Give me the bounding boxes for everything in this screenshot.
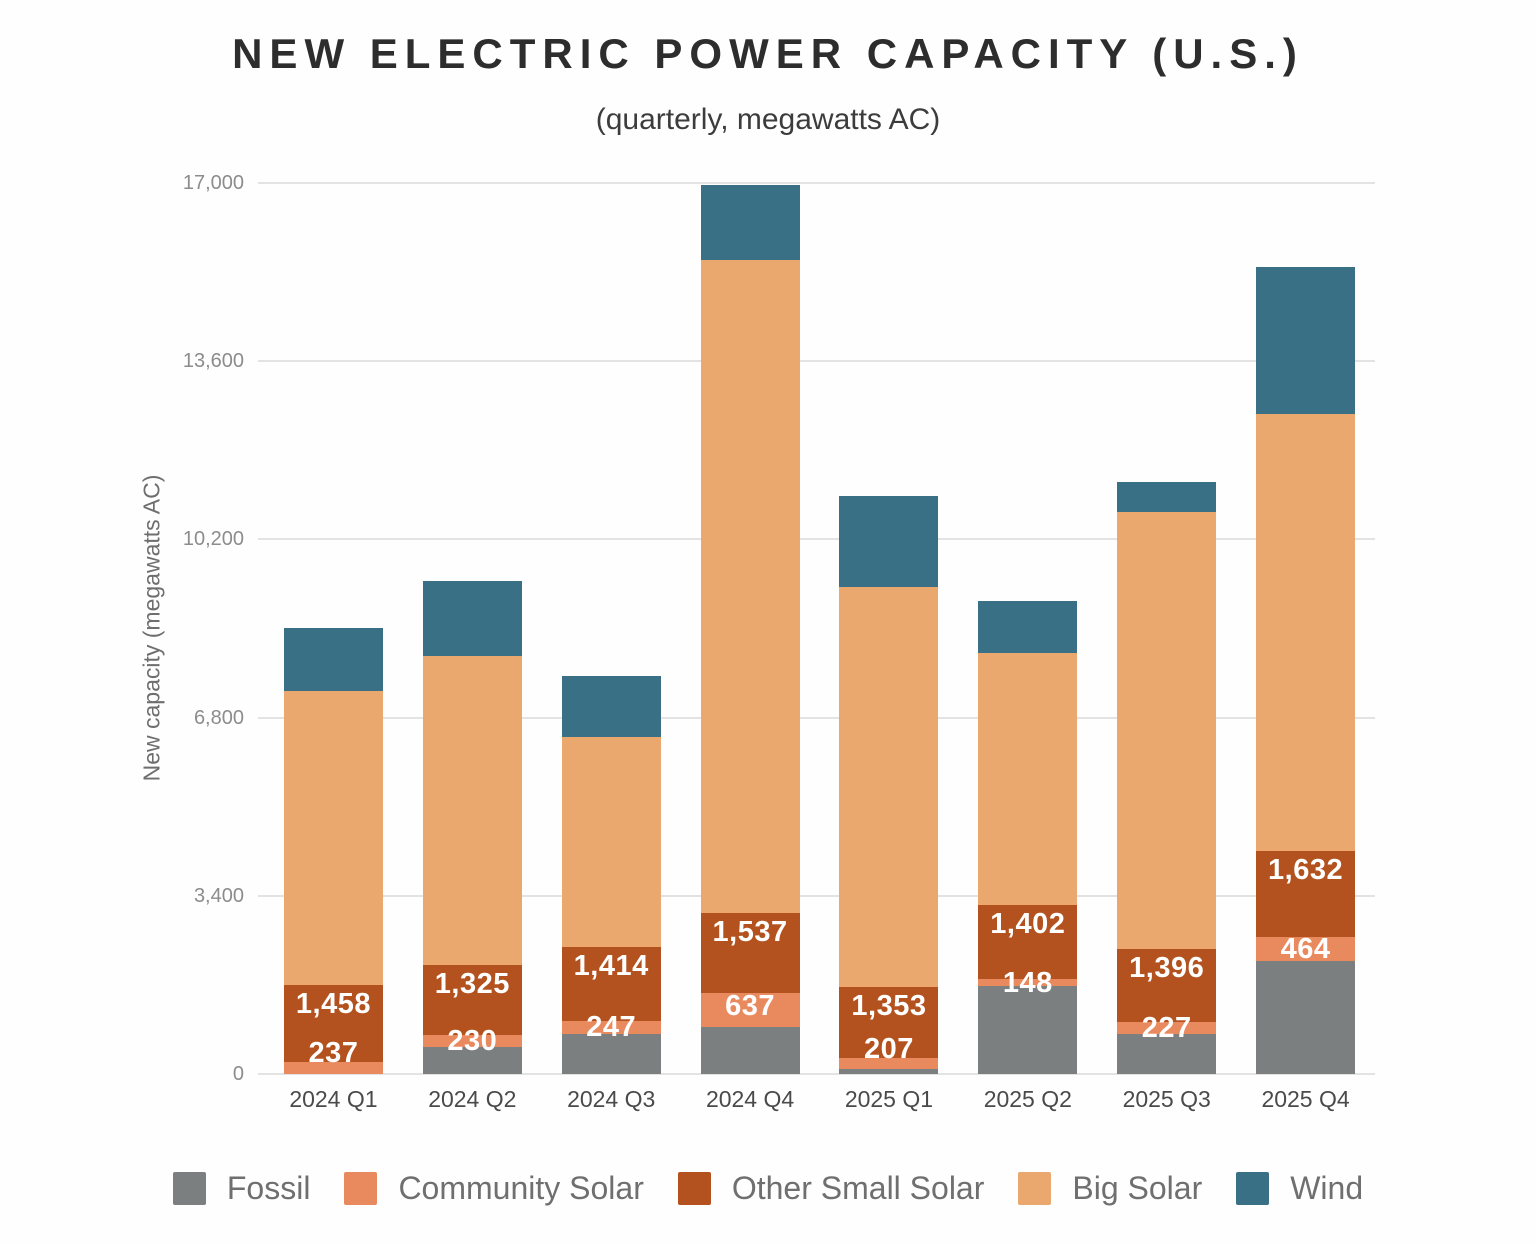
bar-segment-community-solar [1256,936,1356,962]
x-tick-label: 2024 Q1 [289,1086,378,1112]
chart-title: NEW ELECTRIC POWER CAPACITY (U.S.) [232,30,1304,77]
value-label-community-solar: 148 [1002,966,1053,999]
gridline [258,1073,1375,1075]
bar-segment-community-solar [1117,1021,1217,1034]
legend-item-big-solar: Big Solar [1018,1170,1202,1207]
value-label-other-small-solar: 1,537 [712,915,788,948]
x-tick-label: 2024 Q4 [705,1086,795,1112]
bar-segment-wind [1256,266,1356,415]
value-label-community-solar: 637 [725,990,775,1023]
legend-label: Big Solar [1072,1170,1203,1206]
bar-segment-community-solar [839,1057,939,1069]
bar-segment-big-solar [561,737,661,947]
value-label-community-solar: 227 [1141,1011,1192,1044]
bar-segment-wind [422,580,522,656]
x-tick-label: 2025 Q4 [1261,1086,1350,1112]
legend-swatch [1236,1172,1270,1205]
legend-item-other-small-solar: Other Small Solar [677,1170,985,1207]
gridline [258,538,1375,541]
bar-segment-wind [561,675,661,738]
y-tick-label: 3,400 [193,884,244,907]
bar-segment-big-solar [283,690,383,986]
legend-item-community-solar: Community Solar [344,1170,644,1207]
legend-item-fossil: Fossil [172,1170,311,1207]
legend-swatch [677,1172,711,1205]
bar-segment-fossil [1256,961,1356,1074]
value-label-other-small-solar: 1,458 [295,988,371,1021]
chart-subtitle: (quarterly, megawatts AC) [595,103,941,136]
value-label-community-solar: 230 [447,1024,498,1057]
bar-segment-fossil [978,986,1078,1074]
bar-segment-fossil [561,1033,661,1074]
value-label-other-small-solar: 1,396 [1129,951,1205,984]
legend-label: Wind [1290,1170,1364,1206]
bar-segment-other-small-solar [1256,851,1356,937]
legend-label: Other Small Solar [731,1170,985,1206]
value-label-other-small-solar: 1,632 [1268,854,1344,887]
bar-segment-fossil [700,1026,800,1074]
bar-segment-fossil [422,1046,522,1074]
y-tick-label: 0 [232,1063,244,1085]
value-label-community-solar: 464 [1280,933,1331,966]
bar-segment-other-small-solar [422,965,522,1035]
bar-segment-big-solar [1256,414,1356,852]
bar-segment-community-solar [283,1061,383,1074]
legend-label: Fossil [226,1170,311,1206]
bar-segment-wind [978,600,1078,653]
bar-segment-big-solar [839,587,939,987]
x-tick-label: 2025 Q3 [1122,1086,1211,1112]
gridline [258,182,1375,184]
bar-segment-big-solar [700,260,800,913]
bar-segment-big-solar [978,652,1078,906]
y-tick-label: 17,000 [182,172,244,194]
bar-segment-other-small-solar [283,985,383,1062]
value-label-other-small-solar: 1,325 [434,968,510,1001]
legend-swatch [1018,1172,1052,1205]
x-tick-label: 2024 Q2 [428,1086,517,1112]
bar-segment-wind [839,496,939,588]
legend-label: Community Solar [398,1170,644,1206]
bar-segment-community-solar [561,1020,661,1034]
bar-segment-community-solar [700,993,800,1027]
bar-segment-community-solar [978,978,1078,987]
bar-segment-community-solar [422,1034,522,1047]
value-label-community-solar: 247 [586,1011,637,1044]
gridline [258,360,1375,363]
bar-segment-fossil [1117,1033,1217,1074]
x-tick-label: 2025 Q1 [844,1086,934,1112]
legend-swatch [172,1172,206,1205]
bar-segment-other-small-solar [561,946,661,1021]
value-label-community-solar: 237 [308,1036,359,1069]
bar-segment-wind [1117,482,1217,512]
bar-segment-other-small-solar [1117,948,1217,1022]
gridline [258,716,1375,719]
value-label-other-small-solar: 1,353 [851,989,927,1022]
legend-item-wind: Wind [1236,1170,1363,1207]
bar-segment-other-small-solar [978,905,1078,979]
bar-segment-fossil [839,1068,939,1074]
x-tick-label: 2024 Q3 [567,1086,656,1112]
gridline [258,894,1375,897]
bar-segment-wind [700,185,800,261]
bar-segment-other-small-solar [700,912,800,994]
value-label-other-small-solar: 1,402 [990,908,1066,941]
value-label-other-small-solar: 1,414 [573,949,649,982]
bar-segment-wind [283,628,383,691]
y-tick-label: 13,600 [182,350,244,373]
bar-segment-other-small-solar [839,986,939,1058]
legend-swatch [344,1172,378,1205]
bar-segment-big-solar [422,655,522,966]
y-tick-label: 10,200 [182,528,244,551]
x-tick-label: 2025 Q2 [983,1086,1072,1112]
legend: Fossil Community Solar Other Small Solar Bi… [0,1170,1536,1207]
y-tick-label: 6,800 [193,706,244,729]
value-label-community-solar: 207 [863,1032,914,1065]
bar-segment-big-solar [1117,511,1217,949]
